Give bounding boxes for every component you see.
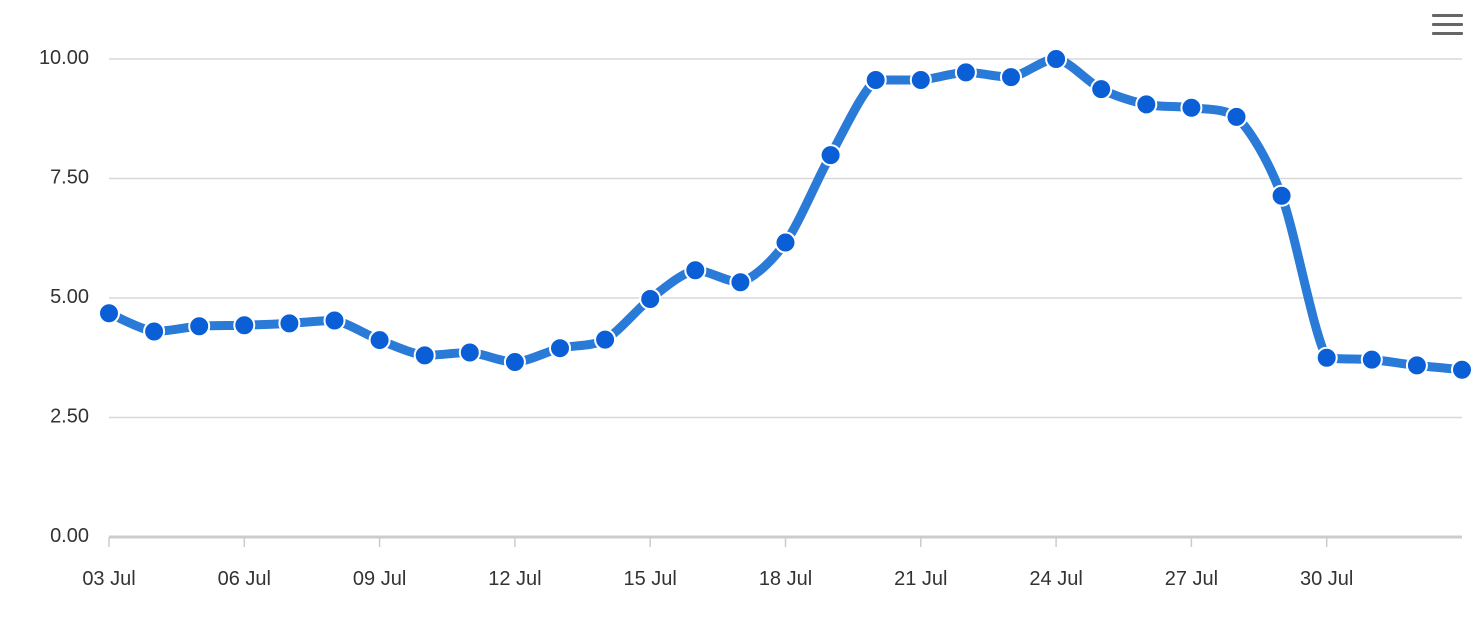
data-point[interactable]	[98, 302, 120, 325]
menu-icon-bar	[1432, 32, 1463, 35]
data-point[interactable]	[143, 320, 166, 343]
data-point[interactable]	[278, 312, 301, 335]
data-point[interactable]	[1135, 93, 1158, 116]
x-axis-tick-label: 06 Jul	[218, 568, 271, 590]
data-point[interactable]	[458, 341, 481, 364]
data-point[interactable]	[503, 351, 526, 374]
hamburger-menu-icon[interactable]	[1424, 6, 1470, 44]
data-point[interactable]	[1045, 48, 1068, 70]
x-axis-tick-label: 03 Jul	[82, 568, 135, 590]
data-point[interactable]	[774, 231, 797, 254]
data-point[interactable]	[1405, 354, 1428, 377]
data-point[interactable]	[1225, 105, 1248, 128]
data-point[interactable]	[1270, 184, 1293, 207]
x-axis-tick-label: 18 Jul	[759, 568, 812, 590]
data-point[interactable]	[549, 337, 571, 360]
series-points-group[interactable]	[98, 48, 1473, 381]
data-point[interactable]	[1000, 66, 1022, 89]
data-point[interactable]	[368, 329, 391, 352]
x-axis-tick-label: 09 Jul	[353, 568, 406, 590]
data-point[interactable]	[233, 314, 256, 337]
y-axis-tick-label: 7.50	[50, 167, 89, 189]
menu-icon-bar	[1432, 14, 1463, 17]
data-point[interactable]	[413, 344, 436, 367]
grid-lines	[109, 58, 1462, 419]
y-axis-tick-label: 0.00	[50, 525, 89, 547]
data-point[interactable]	[188, 315, 211, 338]
data-point[interactable]	[1180, 96, 1203, 119]
data-point[interactable]	[954, 61, 977, 84]
data-point[interactable]	[864, 69, 887, 92]
y-axis-tick-label: 2.50	[50, 406, 89, 428]
y-axis-tick-label: 10.00	[39, 47, 89, 69]
x-axis-tick-label: 21 Jul	[894, 568, 947, 590]
series-line	[104, 54, 1467, 375]
x-axis-tick-label: 27 Jul	[1165, 568, 1218, 590]
x-axis-tick-label: 24 Jul	[1029, 568, 1082, 590]
data-point[interactable]	[1315, 346, 1338, 369]
x-axis	[108, 535, 1462, 547]
data-point[interactable]	[1090, 78, 1113, 101]
x-axis-tick-labels: 03 Jul 06 Jul 09 Jul 12 Jul 15 Jul 18 Jul 21 J…	[82, 568, 1353, 590]
data-point[interactable]	[684, 259, 707, 282]
data-point[interactable]	[323, 309, 346, 332]
x-axis-tick-label: 15 Jul	[624, 568, 677, 590]
x-axis-tick-label: 30 Jul	[1300, 568, 1353, 590]
data-point[interactable]	[819, 144, 842, 167]
series-line-group	[104, 54, 1467, 375]
data-point[interactable]	[1451, 358, 1473, 381]
data-point[interactable]	[729, 271, 752, 294]
data-point[interactable]	[909, 69, 932, 92]
y-axis-tick-label: 5.00	[50, 286, 89, 308]
data-point[interactable]	[1360, 348, 1383, 371]
y-axis-tick-labels: 0.00 2.50 5.00 7.50 10.00	[39, 47, 89, 547]
data-point[interactable]	[639, 287, 662, 310]
x-axis-tick-label: 12 Jul	[488, 568, 541, 590]
menu-icon-bar	[1432, 23, 1463, 26]
data-point[interactable]	[594, 328, 617, 351]
